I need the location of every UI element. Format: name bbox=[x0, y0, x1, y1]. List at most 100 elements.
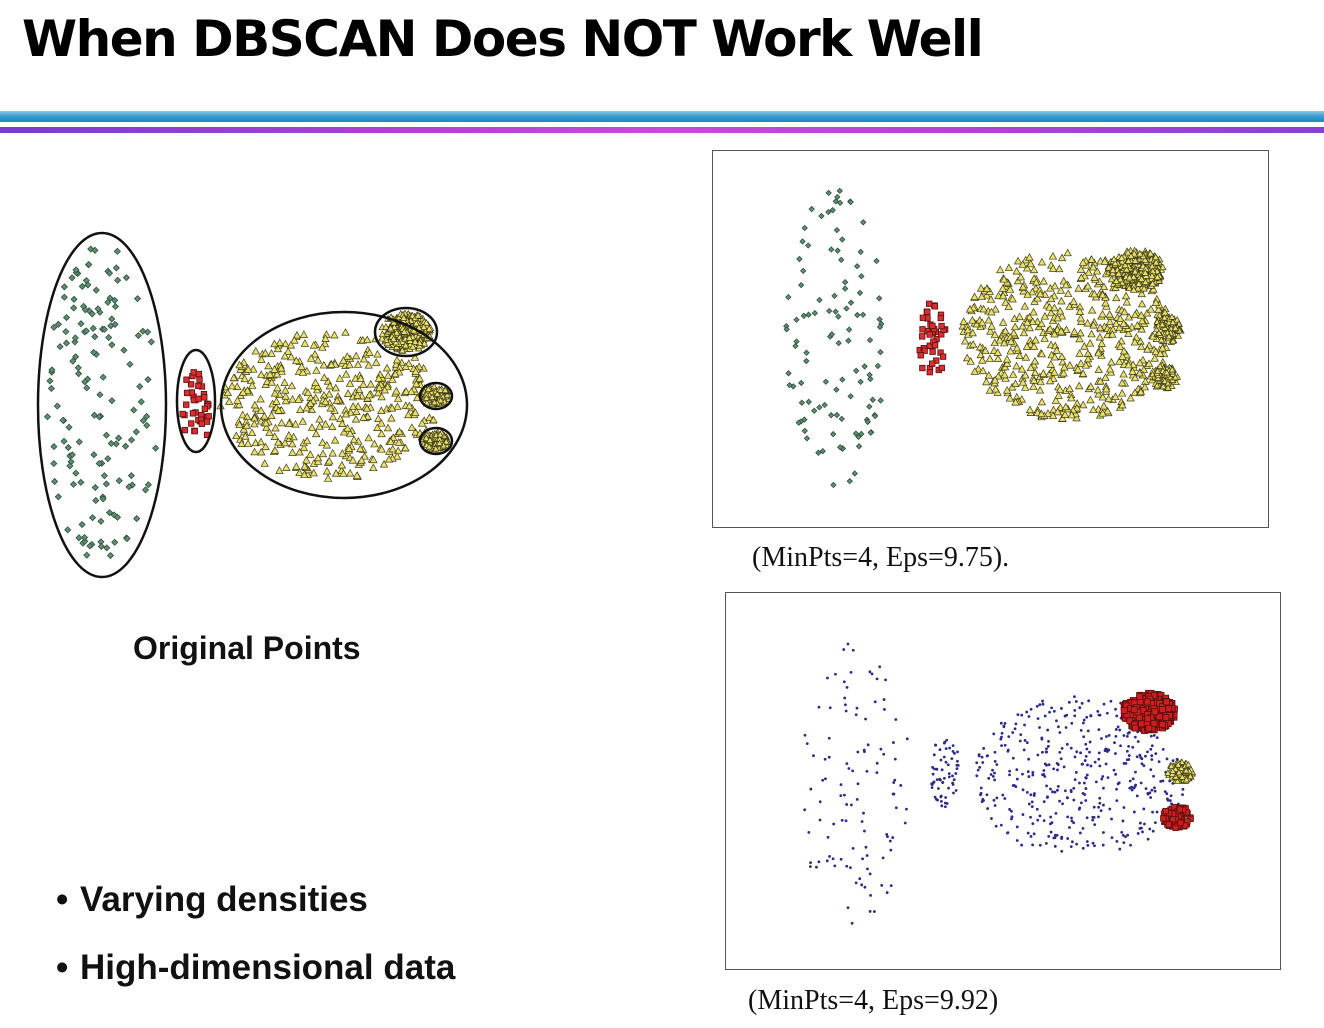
dot-point bbox=[1079, 751, 1082, 755]
dot-point bbox=[1078, 781, 1081, 785]
triangle-point bbox=[1121, 291, 1131, 300]
diamond-point bbox=[833, 226, 841, 234]
diamond-point bbox=[825, 208, 832, 216]
triangle-point bbox=[322, 440, 332, 449]
triangle-point bbox=[280, 438, 290, 447]
triangle-point bbox=[1037, 409, 1046, 418]
triangle-point bbox=[1073, 365, 1083, 373]
triangle-point bbox=[426, 436, 434, 443]
diamond-point bbox=[130, 406, 138, 414]
triangle-point bbox=[392, 338, 400, 346]
triangle-point bbox=[1090, 289, 1099, 298]
dot-point bbox=[1099, 809, 1103, 813]
result-1-caption: (MinPts=4, Eps=9.75). bbox=[752, 542, 1010, 573]
dot-point bbox=[856, 782, 860, 786]
triangle-point bbox=[353, 402, 363, 410]
diamond-point bbox=[69, 480, 78, 488]
dot-point bbox=[1047, 763, 1051, 767]
dot-point bbox=[1100, 777, 1104, 781]
triangle-point bbox=[1006, 346, 1015, 355]
dot-point bbox=[1064, 726, 1068, 729]
triangle-point bbox=[251, 346, 260, 355]
diamond-point bbox=[75, 534, 83, 542]
diamond-point bbox=[113, 247, 121, 255]
triangle-point bbox=[1076, 313, 1086, 322]
diamond-point bbox=[866, 403, 873, 410]
diamond-point bbox=[74, 364, 82, 372]
triangle-point bbox=[1116, 342, 1125, 350]
triangle-point bbox=[1173, 777, 1182, 784]
dot-point bbox=[860, 820, 864, 823]
triangle-point bbox=[1076, 359, 1086, 367]
diamond-point bbox=[96, 391, 104, 399]
diamond-point bbox=[50, 459, 58, 468]
triangle-point bbox=[229, 373, 238, 382]
triangle-point bbox=[281, 396, 291, 405]
dot-point bbox=[1085, 840, 1089, 843]
diamond-point bbox=[858, 430, 865, 438]
triangle-point bbox=[1108, 330, 1117, 338]
dot-point bbox=[1030, 800, 1034, 804]
triangle-point bbox=[387, 413, 396, 422]
dot-point bbox=[1085, 816, 1089, 820]
dot-point bbox=[939, 795, 943, 799]
dot-point bbox=[851, 769, 855, 773]
dot-point bbox=[1073, 709, 1077, 712]
dot-point bbox=[1083, 759, 1087, 762]
triangle-point bbox=[404, 410, 413, 419]
diamond-point bbox=[95, 413, 103, 421]
triangle-point bbox=[405, 333, 414, 341]
dot-point bbox=[855, 706, 859, 710]
triangle-point bbox=[1186, 772, 1195, 780]
dot-point bbox=[1159, 779, 1163, 783]
triangle-point bbox=[273, 344, 283, 353]
triangle-point bbox=[306, 399, 315, 407]
dot-point bbox=[821, 778, 825, 782]
dot-point bbox=[1089, 764, 1093, 768]
dot-point bbox=[1135, 794, 1139, 798]
triangle-point bbox=[374, 414, 383, 422]
dot-point bbox=[991, 768, 994, 772]
dot-point bbox=[824, 777, 827, 781]
triangle-point bbox=[1069, 297, 1078, 305]
dot-point bbox=[1038, 843, 1042, 847]
diamond-point bbox=[50, 323, 58, 331]
diamond-point bbox=[122, 274, 130, 282]
triangle-point bbox=[1111, 319, 1121, 327]
dot-point bbox=[1114, 734, 1118, 738]
dot-point bbox=[1088, 750, 1091, 754]
triangle-point bbox=[1018, 260, 1027, 268]
triangle-point bbox=[1057, 352, 1067, 361]
triangle-point bbox=[978, 318, 987, 327]
triangle-point bbox=[1086, 395, 1095, 404]
triangle-point bbox=[1130, 310, 1140, 319]
triangle-point bbox=[436, 386, 445, 393]
diamond-point bbox=[869, 396, 876, 403]
dot-point bbox=[1067, 826, 1071, 829]
triangle-point bbox=[1001, 326, 1010, 335]
triangle-point bbox=[265, 428, 274, 436]
triangle-point bbox=[232, 431, 241, 440]
dot-point bbox=[864, 717, 867, 721]
dot-point bbox=[981, 761, 985, 764]
triangle-point bbox=[341, 369, 351, 378]
diamond-point bbox=[847, 198, 854, 206]
triangle-point bbox=[1101, 298, 1110, 307]
diamond-point bbox=[66, 462, 74, 470]
triangle-point bbox=[287, 352, 296, 361]
triangle-point bbox=[351, 374, 360, 382]
square-point bbox=[925, 300, 933, 307]
dot-point bbox=[944, 760, 948, 764]
dot-point bbox=[1070, 721, 1074, 725]
triangle-point bbox=[968, 340, 978, 348]
triangle-point bbox=[330, 330, 339, 339]
dot-point bbox=[977, 754, 981, 758]
dot-point bbox=[855, 797, 859, 801]
dot-point bbox=[905, 807, 908, 811]
triangle-point bbox=[996, 265, 1005, 274]
triangle-point bbox=[359, 354, 369, 363]
triangle-point bbox=[1053, 407, 1062, 416]
triangle-point bbox=[1037, 257, 1047, 266]
triangle-point bbox=[1078, 369, 1088, 377]
diamond-point bbox=[91, 483, 99, 492]
